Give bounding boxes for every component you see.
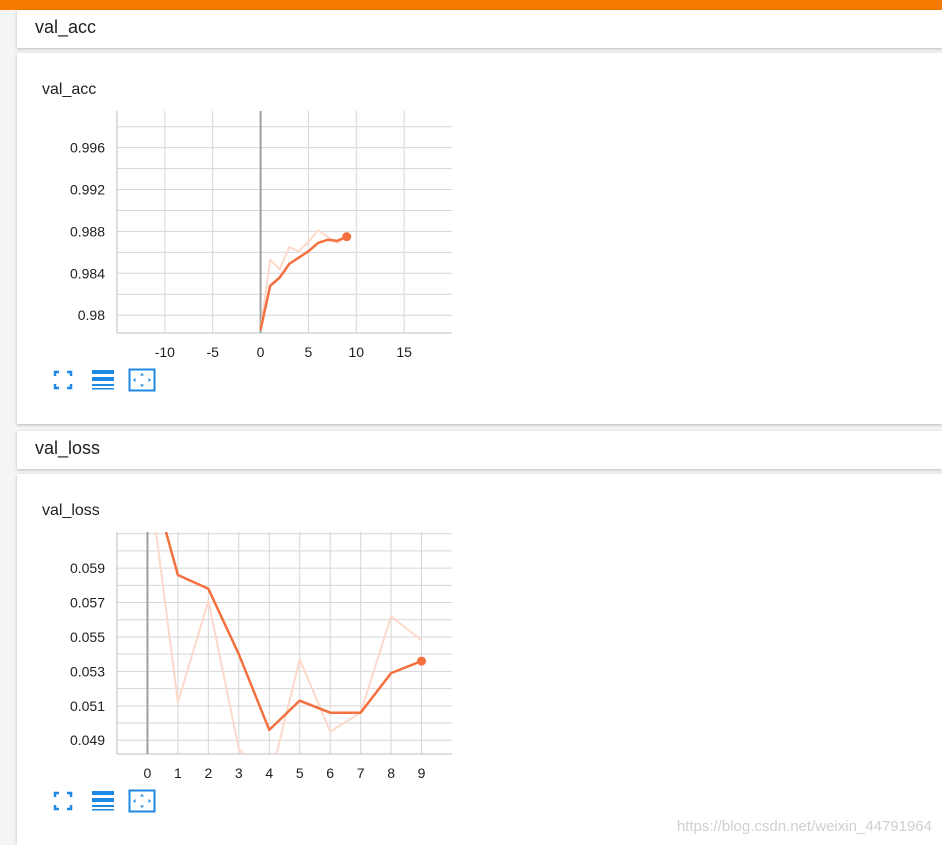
grid bbox=[117, 111, 452, 333]
fit-domain-icon bbox=[128, 368, 156, 392]
x-tick-label: 10 bbox=[348, 344, 364, 360]
raw-series-line bbox=[155, 532, 423, 754]
expand-icon bbox=[53, 370, 73, 390]
x-tick-label: 0 bbox=[257, 344, 265, 360]
y-tick-label: 0.996 bbox=[70, 140, 105, 156]
series-group bbox=[259, 229, 348, 331]
fit-domain-button[interactable] bbox=[128, 789, 156, 813]
top-accent-bar bbox=[0, 0, 942, 10]
x-tick-label: 8 bbox=[387, 765, 395, 781]
series-group bbox=[155, 532, 423, 754]
x-tick-label: -10 bbox=[155, 344, 175, 360]
y-tick-label: 0.984 bbox=[70, 265, 105, 281]
watermark-text: https://blog.csdn.net/weixin_44791964 bbox=[676, 818, 932, 835]
smoothed-series-line bbox=[259, 235, 348, 331]
x-tick-label: 1 bbox=[174, 765, 182, 781]
y-tick-label: 0.049 bbox=[70, 732, 105, 748]
scalar-card-val-acc: val_acc 0.996 0.992 0.988 0.984 0.98 -10 -5 0 5 1… bbox=[17, 53, 942, 424]
expand-icon bbox=[53, 791, 73, 811]
x-tick-label: 6 bbox=[326, 765, 334, 781]
y-tick-label: 0.055 bbox=[70, 629, 105, 645]
fit-domain-button[interactable] bbox=[128, 368, 156, 392]
y-tick-label: 0.98 bbox=[78, 307, 105, 323]
last-point-marker bbox=[342, 232, 352, 242]
x-tick-label: 4 bbox=[265, 765, 273, 781]
card-title: val_acc bbox=[42, 81, 97, 98]
y-tick-label: 0.992 bbox=[70, 182, 105, 198]
card-title: val_loss bbox=[42, 502, 100, 519]
left-gutter bbox=[0, 10, 16, 845]
x-tick-label: 5 bbox=[305, 344, 313, 360]
toggle-log-button[interactable] bbox=[90, 789, 116, 813]
toggle-log-button[interactable] bbox=[90, 368, 116, 392]
x-tick-label: 3 bbox=[235, 765, 243, 781]
y-tick-label: 0.053 bbox=[70, 663, 105, 679]
x-tick-label: 9 bbox=[418, 765, 426, 781]
expand-button[interactable] bbox=[52, 368, 78, 392]
group-title: val_acc bbox=[35, 17, 97, 37]
x-tick-label: -5 bbox=[206, 344, 219, 360]
grid bbox=[117, 532, 452, 754]
x-tick-label: 5 bbox=[296, 765, 304, 781]
expand-button[interactable] bbox=[52, 789, 78, 813]
group-title: val_loss bbox=[35, 438, 101, 458]
x-tick-label: 0 bbox=[144, 765, 152, 781]
y-tick-label: 0.059 bbox=[70, 560, 105, 576]
list-icon bbox=[92, 370, 114, 390]
val-loss-chart[interactable]: 0.059 0.057 0.055 0.053 0.051 0.049 0 1 2 3 4 5 6 7 8 9 bbox=[17, 474, 477, 784]
x-tick-label: 7 bbox=[357, 765, 365, 781]
group-header-val-acc[interactable]: val_acc bbox=[17, 10, 942, 48]
val-acc-chart[interactable]: 0.996 0.992 0.988 0.984 0.98 -10 -5 0 5 10 15 bbox=[17, 53, 477, 363]
list-icon bbox=[92, 791, 114, 811]
x-tick-label: 15 bbox=[396, 344, 412, 360]
group-header-val-loss[interactable]: val_loss bbox=[17, 431, 942, 469]
y-tick-label: 0.051 bbox=[70, 698, 105, 714]
y-tick-label: 0.057 bbox=[70, 595, 105, 611]
x-tick-label: 2 bbox=[204, 765, 212, 781]
fit-domain-icon bbox=[128, 789, 156, 813]
smoothed-series-line bbox=[164, 532, 423, 732]
y-tick-label: 0.988 bbox=[70, 223, 105, 239]
scalar-card-val-loss: val_loss 0.059 0.057 0.055 0.053 0.051 0.049 0… bbox=[17, 474, 942, 845]
last-point-marker bbox=[417, 656, 427, 666]
